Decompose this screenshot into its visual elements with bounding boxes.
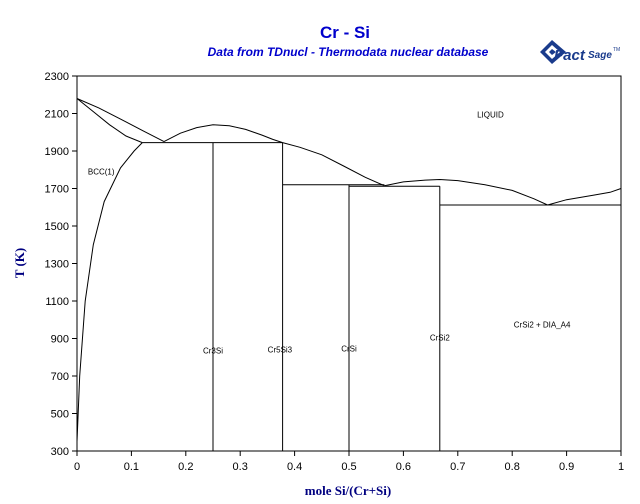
y-tick-label: 2300 [45,71,69,83]
phase-boundary-line [163,124,283,144]
phase-label: BCC(1) [88,167,115,176]
x-tick-label: 0.2 [178,461,193,473]
x-tick-label: 1 [618,461,624,473]
y-tick-label: 1100 [45,296,69,308]
y-tick-label: 2100 [45,109,69,121]
phase-labels: LIQUID BCC(1) Cr3Si Cr5Si3 CrSi CrSi2 CrSi2 + … [88,110,571,355]
y-tick-label: 700 [51,371,69,383]
logo-icon [540,40,566,64]
x-tick-label: 0.6 [396,461,411,473]
x-tick-label: 0.7 [450,461,465,473]
phase-boundary-line [76,98,143,144]
logo-text-main: Fact [554,47,586,64]
x-tick-label: 0.3 [233,461,248,473]
phase-label: Cr3Si [203,347,223,356]
x-tick-label: 0.4 [287,461,302,473]
chart-subtitle: Data from TDnucl - Thermodata nuclear da… [208,45,489,59]
logo-text-sub: Sage [588,50,612,61]
logo-text-tm: TM [613,47,620,53]
x-tick-label: 0 [74,461,80,473]
y-tick-label: 1500 [45,221,69,233]
phase-boundary-line [76,98,165,143]
x-tick-label: 0.5 [341,461,356,473]
phase-label: LIQUID [477,110,504,119]
phase-label: CrSi2 [430,333,451,342]
phase-label: Cr5Si3 [268,346,293,355]
x-tick-label: 0.8 [505,461,520,473]
factsage-logo: Fact Sage TM [540,40,620,64]
x-tick-label: 0.9 [559,461,574,473]
phase-label: CrSi [341,345,357,354]
phase-boundary-line [282,142,385,187]
x-axis-label: mole Si/(Cr+Si) [305,483,391,498]
y-tick-label: 1700 [45,184,69,196]
y-tick-label: 300 [51,446,69,458]
chart-title: Cr - Si [320,23,370,42]
y-axis: 300 500 700 900 1100 1300 1500 1700 1900 2100 2300 [45,71,77,458]
y-tick-label: 1300 [45,259,69,271]
phase-boundary-line [76,142,143,442]
x-axis: 0 0.1 0.2 0.3 0.4 0.5 0.6 0.7 0.8 0.9 1 [74,451,624,473]
phase-boundaries [76,98,622,451]
y-tick-label: 900 [51,334,69,346]
phase-label: CrSi2 + DIA_A4 [514,320,571,329]
phase-boundary-line [384,178,548,206]
x-tick-label: 0.1 [124,461,139,473]
y-axis-label: T (K) [12,248,27,278]
phase-boundary-line [547,188,622,206]
y-tick-label: 1900 [45,146,69,158]
y-tick-label: 500 [51,409,69,421]
